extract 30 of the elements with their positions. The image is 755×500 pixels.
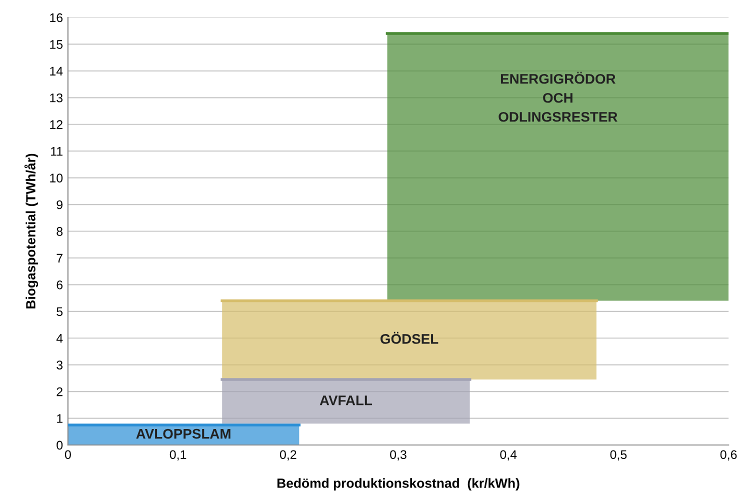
y-tick-label: 6 bbox=[56, 280, 63, 290]
y-tick-label: 7 bbox=[56, 254, 62, 262]
y-tick-label: 4 bbox=[56, 334, 63, 343]
x-tick-label: 0 bbox=[64, 450, 71, 460]
text: ENERGIGRÖDOR OCH ODLINGSRESTER bbox=[498, 72, 618, 122]
y-tick-label: 2 bbox=[56, 387, 62, 396]
x-tick-label: 0,4 bbox=[500, 450, 517, 461]
y-tick-label: 13 bbox=[50, 93, 63, 102]
x-tick-label: 0,2 bbox=[280, 450, 296, 461]
x-tick-label: 0,1 bbox=[170, 450, 186, 461]
x-axis-title: Bedömd produktionskostnad (kr/kWh) bbox=[277, 478, 520, 490]
y-tick-label: 12 bbox=[50, 120, 62, 129]
y-tick-label: 15 bbox=[50, 40, 63, 49]
y-tick-label: 10 bbox=[50, 174, 63, 182]
text: GÖDSEL bbox=[380, 332, 438, 344]
y-tick-label: 14 bbox=[50, 66, 63, 76]
series-label: AVLOPPSLAM bbox=[136, 428, 230, 439]
y-tick-label: 0 bbox=[56, 440, 63, 450]
y-tick-label: 5 bbox=[56, 307, 63, 316]
x-tick-label: 0,6 bbox=[720, 450, 737, 461]
y-axis-title: Biogaspotential (TWh/år) bbox=[24, 154, 38, 308]
y-tick-label: 16 bbox=[50, 13, 63, 22]
y-tick-label: 1 bbox=[57, 414, 62, 423]
y-tick-label: 3 bbox=[56, 360, 63, 370]
x-tick-label: 0,3 bbox=[390, 450, 406, 461]
y-tick-label: 9 bbox=[56, 200, 62, 210]
y-tick-label: 8 bbox=[56, 227, 63, 236]
x-tick-label: 0,5 bbox=[610, 450, 627, 461]
y-tick-label: 11 bbox=[51, 147, 62, 156]
series-label: AVFALL bbox=[320, 396, 372, 406]
